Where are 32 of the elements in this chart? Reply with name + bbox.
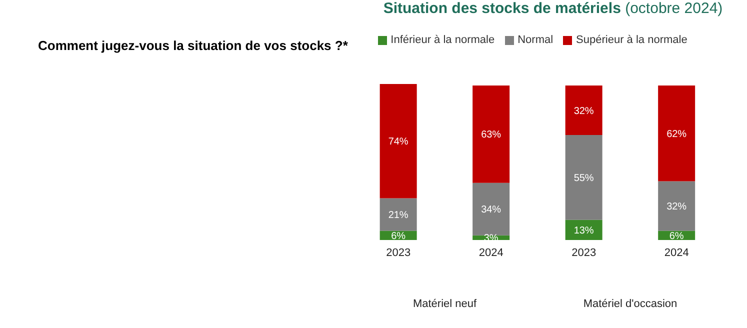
text: Matériel neuf — [412, 298, 478, 310]
data-label: 6% — [669, 230, 684, 242]
bar — [565, 134, 602, 220]
bar — [565, 86, 602, 135]
data-label: 62% — [666, 128, 687, 140]
chart-subtitle: (octobre 2024) — [625, 0, 723, 17]
bar — [658, 86, 696, 182]
data-label: 32% — [666, 202, 687, 213]
data-label: 6% — [391, 230, 406, 242]
text: Matériel d'occasion — [582, 298, 678, 310]
legend-label: Normal — [518, 34, 554, 46]
bar — [380, 84, 417, 198]
legend-label: Supérieur à la normale — [576, 34, 688, 46]
x-tick-label: 2024 — [664, 246, 689, 259]
legend-label: Inférieur à la normale — [390, 34, 495, 46]
bar — [472, 86, 510, 183]
data-label: 21% — [388, 210, 408, 222]
data-label: 55% — [574, 172, 594, 184]
x-tick-label: 2024 — [478, 246, 504, 259]
bar — [658, 181, 696, 231]
data-label: 34% — [481, 204, 502, 216]
data-label: 74% — [388, 136, 408, 148]
data-label: 63% — [481, 130, 502, 141]
bar — [565, 220, 602, 240]
x-tick-label: 2023 — [572, 246, 596, 259]
data-label: 32% — [574, 106, 594, 117]
bar — [380, 198, 417, 231]
text: Comment jugez-vous la situation de vos stocks ?* — [38, 38, 348, 53]
data-label: 13% — [574, 226, 594, 237]
chart-title: Situation des stocks de matériels — [383, 0, 621, 17]
x-tick-label: 2023 — [386, 246, 411, 259]
bar — [472, 182, 510, 236]
